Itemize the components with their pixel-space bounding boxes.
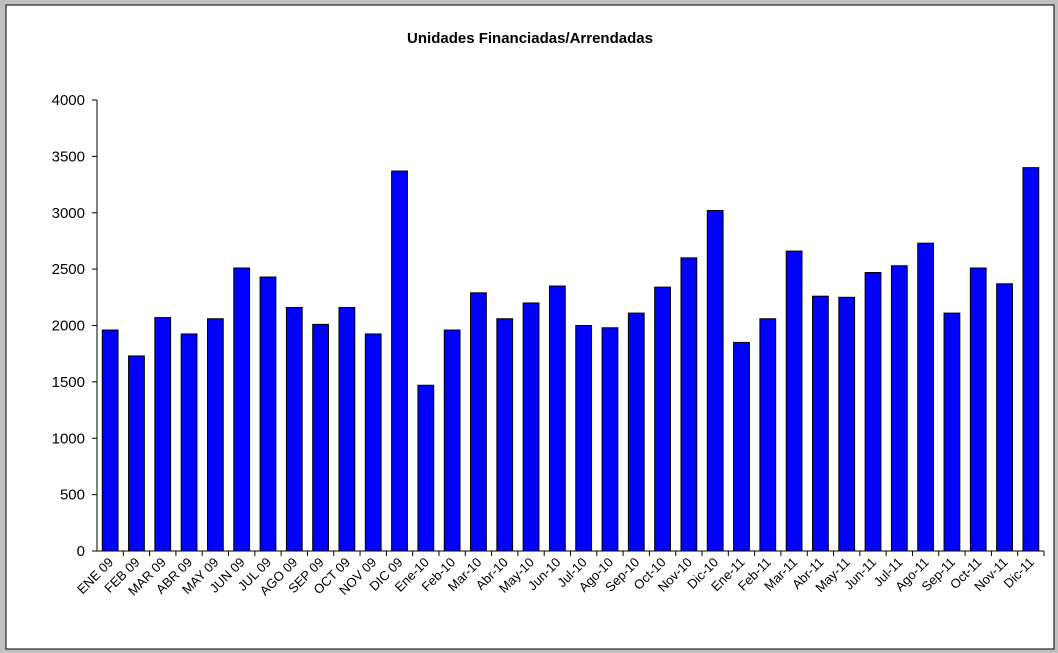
y-tick-label: 500 [60,487,85,504]
bar [180,333,198,552]
y-tick-label: 2500 [52,261,85,278]
bar [101,329,119,552]
bar [470,292,487,552]
bar [601,327,619,552]
y-tick-label: 1500 [52,374,85,391]
bar [391,170,408,552]
y-tick-label: 4000 [52,92,85,109]
bar [627,312,645,552]
bar [548,285,566,552]
y-tick-label: 1000 [52,430,85,447]
bar [654,286,671,552]
bar [890,265,908,552]
y-tick-label: 3500 [52,148,85,165]
bar [864,272,882,552]
bar [522,302,540,552]
bar [785,250,803,552]
bar [364,333,382,552]
bar [206,318,224,552]
bar [969,267,987,552]
bar [154,317,172,552]
bar [943,312,961,552]
bar [417,384,435,552]
y-tick-label: 2000 [52,318,85,335]
bar [838,296,856,552]
bar [338,306,356,552]
bar [259,276,277,552]
bar [733,341,750,552]
bar [680,257,698,552]
bar [812,295,829,552]
bar [996,283,1013,552]
bar [575,325,593,552]
bar [1022,167,1040,552]
y-tick-label: 0 [77,543,85,560]
y-tick-label: 3000 [52,205,85,222]
bar [285,306,303,552]
bar [443,329,461,552]
chart-title: Unidades Financiadas/Arrendadas [407,30,653,47]
bar [233,267,251,552]
bar [917,242,935,552]
bar [496,318,514,552]
bar [128,355,145,552]
bar [706,209,724,552]
bar [759,318,777,552]
bar [312,323,329,552]
